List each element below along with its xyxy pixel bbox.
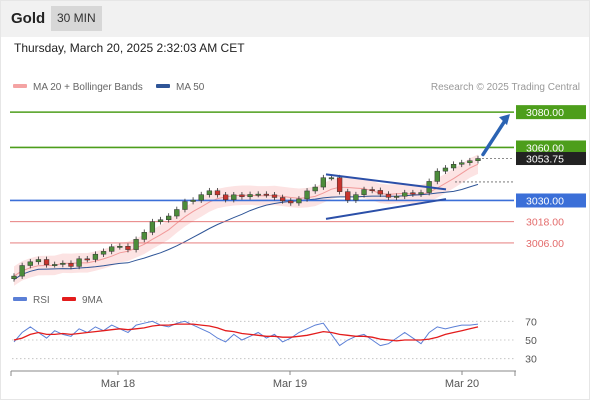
x-tick-label-1: Mar 19 [273, 378, 307, 390]
candle-body [320, 177, 326, 188]
candle-body [377, 190, 383, 195]
candle-body [459, 162, 465, 165]
candle-body [52, 264, 58, 266]
candle-body [149, 221, 156, 233]
candle-body [247, 194, 253, 198]
candle-body [312, 186, 318, 192]
rsi-legend-label-0: RSI [33, 295, 50, 306]
candle-body [35, 259, 42, 263]
candle-body [410, 192, 416, 195]
candle-body [109, 246, 115, 252]
candle-body [117, 246, 123, 248]
wedge-lower-line [325, 198, 447, 220]
candle-body [393, 195, 400, 198]
level-tag-3060.00 [516, 140, 586, 155]
timeframe-button[interactable]: 30 MIN [51, 6, 102, 31]
timestamp: Thursday, March 20, 2025 2:32:03 AM CET [14, 41, 245, 55]
target-arrow-head [499, 114, 510, 126]
target-arrow [481, 117, 508, 157]
level-label-3030.00: 3030.00 [526, 195, 564, 207]
rsi-tick-30: 30 [525, 354, 537, 366]
level-label-3006.00: 3006.00 [526, 238, 564, 250]
candle-body [385, 193, 392, 198]
candle-body [141, 232, 147, 240]
candle-body [76, 258, 82, 267]
candle-body [68, 262, 74, 267]
title-bar: Gold 30 MIN [0, 0, 590, 37]
legend-swatch-1 [156, 84, 170, 88]
rsi-tick-50: 50 [525, 335, 537, 347]
candle-body [434, 170, 440, 182]
candle-body [279, 197, 286, 202]
candle-body [239, 194, 245, 198]
level-label-3060.00: 3060.00 [526, 142, 564, 154]
candle-body [304, 190, 310, 200]
level-tag-3080.00 [516, 105, 586, 120]
symbol-name: Gold [11, 10, 46, 27]
candle-body [11, 275, 17, 280]
candle-body [214, 190, 221, 196]
candle-body [174, 209, 180, 217]
candle-body [84, 258, 90, 261]
level-label-3080.00: 3080.00 [526, 107, 564, 119]
candle-body [353, 194, 359, 201]
credit-text: Research © 2025 Trading Central [431, 82, 580, 93]
rsi-legend-swatch-0 [13, 297, 27, 301]
candle-body [402, 192, 408, 197]
candle-body [231, 194, 237, 200]
last-price-tag [516, 152, 586, 166]
candle-body [418, 192, 424, 195]
candle-body [328, 177, 335, 180]
ma20-line [13, 163, 479, 277]
wedge-upper-line [325, 173, 447, 191]
rsi-series-RSI [13, 320, 479, 347]
x-tick-label-0: Mar 18 [101, 378, 135, 390]
last-price-label: 3053.75 [526, 154, 564, 166]
candle-body [288, 200, 294, 204]
rsi-series-9MA [13, 323, 479, 342]
candle-body [467, 160, 473, 163]
candle-body [442, 167, 449, 172]
candle-body [43, 259, 50, 266]
candle-body [60, 262, 66, 265]
candle-body [345, 191, 351, 201]
legend-label-0: MA 20 + Bollinger Bands [33, 82, 143, 93]
rsi-tick-70: 70 [525, 316, 537, 328]
candle-body [296, 198, 302, 204]
candle-body [206, 190, 213, 195]
x-tick-label-2: Mar 20 [445, 378, 479, 390]
rsi-legend-label-1: 9MA [82, 295, 103, 306]
legend-label-1: MA 50 [176, 82, 205, 93]
candle-body [92, 253, 99, 260]
candle-body [336, 177, 343, 192]
candle-body [255, 193, 261, 196]
candle-body [222, 194, 229, 200]
candle-body [133, 239, 139, 250]
level-label-3018.00: 3018.00 [526, 217, 564, 229]
candle-body [19, 265, 25, 277]
level-tag-3030.00 [516, 193, 586, 208]
candle-body [125, 246, 131, 250]
rsi-legend-swatch-1 [62, 297, 76, 301]
candle-body [157, 219, 164, 222]
candle-body [198, 194, 204, 201]
candle-body [190, 199, 196, 202]
candle-body [166, 215, 172, 220]
ma50-line [13, 183, 479, 281]
candle-body [369, 189, 375, 191]
legend-swatch-0 [13, 84, 27, 88]
candle-body [27, 261, 33, 266]
candle-body [100, 251, 107, 255]
candle-body [182, 201, 188, 210]
candle-body [263, 193, 270, 196]
candle-body [450, 164, 457, 169]
candle-body [361, 189, 367, 195]
bollinger-band [14, 154, 478, 286]
candle-body [271, 194, 278, 198]
